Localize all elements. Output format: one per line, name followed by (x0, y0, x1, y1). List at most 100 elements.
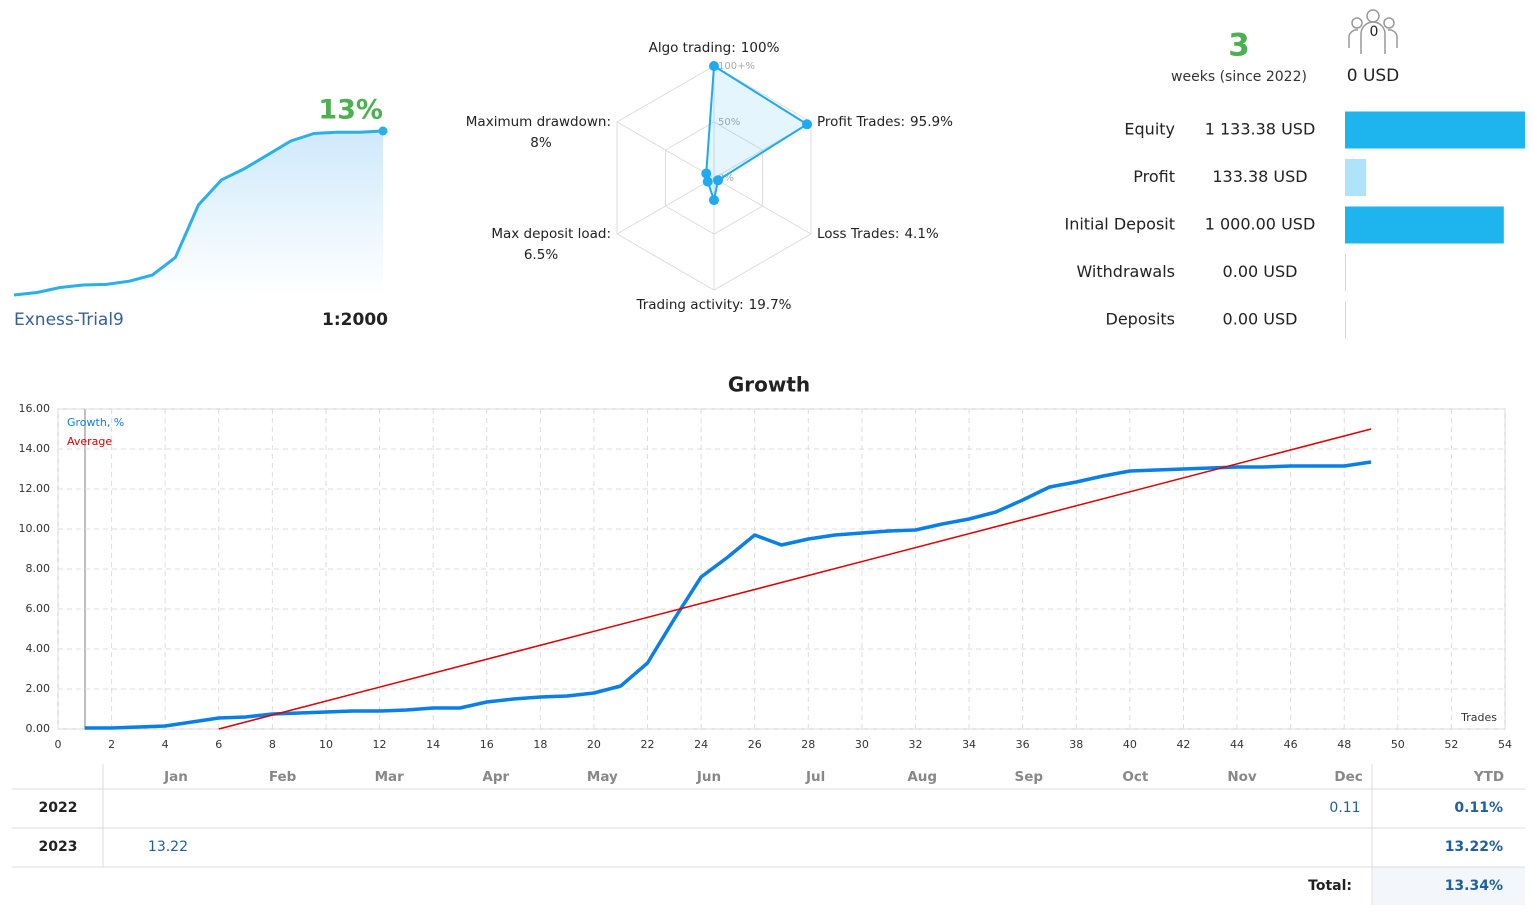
y-tick-label: 6.00 (26, 602, 51, 615)
radar-spoke (713, 177, 812, 235)
column-header: Mar (375, 769, 405, 785)
x-tick-label: 30 (855, 738, 869, 751)
x-tick-label: 4 (162, 738, 169, 751)
radar-label: Profit Trades: 95.9% (817, 114, 953, 130)
x-tick-label: 54 (1498, 738, 1512, 751)
x-tick-label: 18 (533, 738, 547, 751)
x-tick-label: 46 (1284, 738, 1298, 751)
radar-value: 19.7% (749, 297, 792, 313)
balance-value: 1 133.38 USD (1205, 120, 1316, 139)
radar-label: Max deposit load: 6.5% (491, 226, 611, 263)
legend-entry: Average (67, 435, 112, 448)
radar-category: Profit Trades: (817, 114, 905, 130)
balance-value: 0.00 USD (1223, 310, 1298, 329)
column-header: YTD (1473, 769, 1504, 785)
x-tick-label: 2 (108, 738, 115, 751)
x-tick-label: 12 (373, 738, 387, 751)
x-tick-label: 16 (480, 738, 494, 751)
chart-title: Growth (728, 373, 810, 397)
balance-value: 1 000.00 USD (1205, 215, 1316, 234)
x-tick-label: 8 (269, 738, 276, 751)
radar-category: Algo trading: (649, 40, 736, 56)
radar-spoke (616, 177, 715, 235)
radar-category: Maximum drawdown: (466, 114, 611, 130)
radar-tick-label: 50% (718, 117, 740, 128)
radar-category: Max deposit load: (491, 226, 611, 242)
radar-tick-label: 0% (718, 173, 734, 184)
column-header: Oct (1122, 769, 1148, 785)
legend-entry: Growth, % (67, 416, 124, 429)
balance-value: 133.38 USD (1212, 167, 1307, 186)
sparkline (13, 129, 384, 297)
column-header: Dec (1334, 769, 1362, 785)
subscribers-icon (1348, 9, 1398, 54)
account-name[interactable]: Exness-Trial9 (14, 310, 124, 330)
table-lines (12, 764, 1525, 905)
radar-point (709, 61, 719, 71)
column-header: Jan (163, 769, 188, 785)
y-tick-label: 10.00 (19, 522, 51, 535)
subscribers-count: 0 (1370, 24, 1379, 40)
radar-label: Trading activity: 19.7% (635, 297, 791, 313)
column-header: Sep (1015, 769, 1044, 785)
month-value: 13.22 (148, 839, 188, 855)
column-header: Aug (907, 769, 937, 785)
x-tick-label: 32 (908, 738, 922, 751)
y-tick-label: 12.00 (19, 482, 51, 495)
x-tick-label: 20 (587, 738, 601, 751)
radar-label: Loss Trades: 4.1% (817, 226, 939, 242)
weeks-label: weeks (since 2022) (1171, 69, 1307, 85)
x-tick-label: 22 (641, 738, 655, 751)
ytd-value: 0.11% (1454, 800, 1503, 816)
series-line (218, 428, 1372, 730)
row-year: 2022 (39, 800, 78, 816)
radar-value: 6.5% (524, 247, 558, 263)
y-tick-label: 4.00 (26, 642, 51, 655)
x-tick-label: 14 (426, 738, 440, 751)
x-tick-label: 36 (1016, 738, 1030, 751)
radar-point (709, 195, 719, 206)
total-value: 13.34% (1445, 878, 1503, 894)
x-tick-label: 0 (55, 738, 62, 751)
column-header: Feb (269, 769, 297, 785)
radar-label: Algo trading: 100% (649, 40, 780, 56)
series-line (84, 460, 1372, 730)
balance-value: 0.00 USD (1223, 262, 1298, 281)
sparkline-area (14, 131, 383, 295)
balance-bar (1345, 254, 1346, 291)
x-tick-label: 52 (1444, 738, 1458, 751)
radar-value: 4.1% (904, 226, 938, 242)
radar-point (712, 175, 723, 186)
subscribers-funds: 0 USD (1347, 66, 1400, 86)
radar-category: Trading activity: (635, 297, 743, 313)
radar-category: Loss Trades: (817, 226, 899, 242)
x-tick-label: 42 (1176, 738, 1190, 751)
leverage: 1:2000 (322, 310, 388, 330)
column-header: May (587, 769, 618, 785)
radar-spoke (616, 121, 715, 179)
x-tick-label: 26 (748, 738, 762, 751)
radar-value: 8% (530, 135, 552, 151)
sparkline-end (378, 126, 388, 136)
radar-point (702, 176, 713, 187)
row-year: 2023 (39, 839, 78, 855)
y-tick-label: 14.00 (19, 442, 51, 455)
y-tick-label: 2.00 (26, 682, 51, 695)
weeks-count: 3 (1228, 28, 1250, 64)
balance-label: Profit (1133, 167, 1175, 186)
balance-bar (1345, 301, 1346, 339)
total-cell (1373, 867, 1525, 905)
month-value: 0.11 (1329, 800, 1360, 816)
x-tick-label: 40 (1123, 738, 1137, 751)
radar-point (802, 119, 813, 130)
balance-label: Initial Deposit (1064, 215, 1175, 234)
radar-point (701, 168, 712, 179)
x-tick-label: 10 (319, 738, 333, 751)
x-tick-label: 38 (1069, 738, 1083, 751)
x-tick-label: 28 (801, 738, 815, 751)
y-tick-label: 16.00 (19, 402, 51, 415)
x-tick-label: 34 (962, 738, 976, 751)
x-tick-label: 6 (215, 738, 222, 751)
x-axis-label: Trades (1460, 711, 1497, 724)
